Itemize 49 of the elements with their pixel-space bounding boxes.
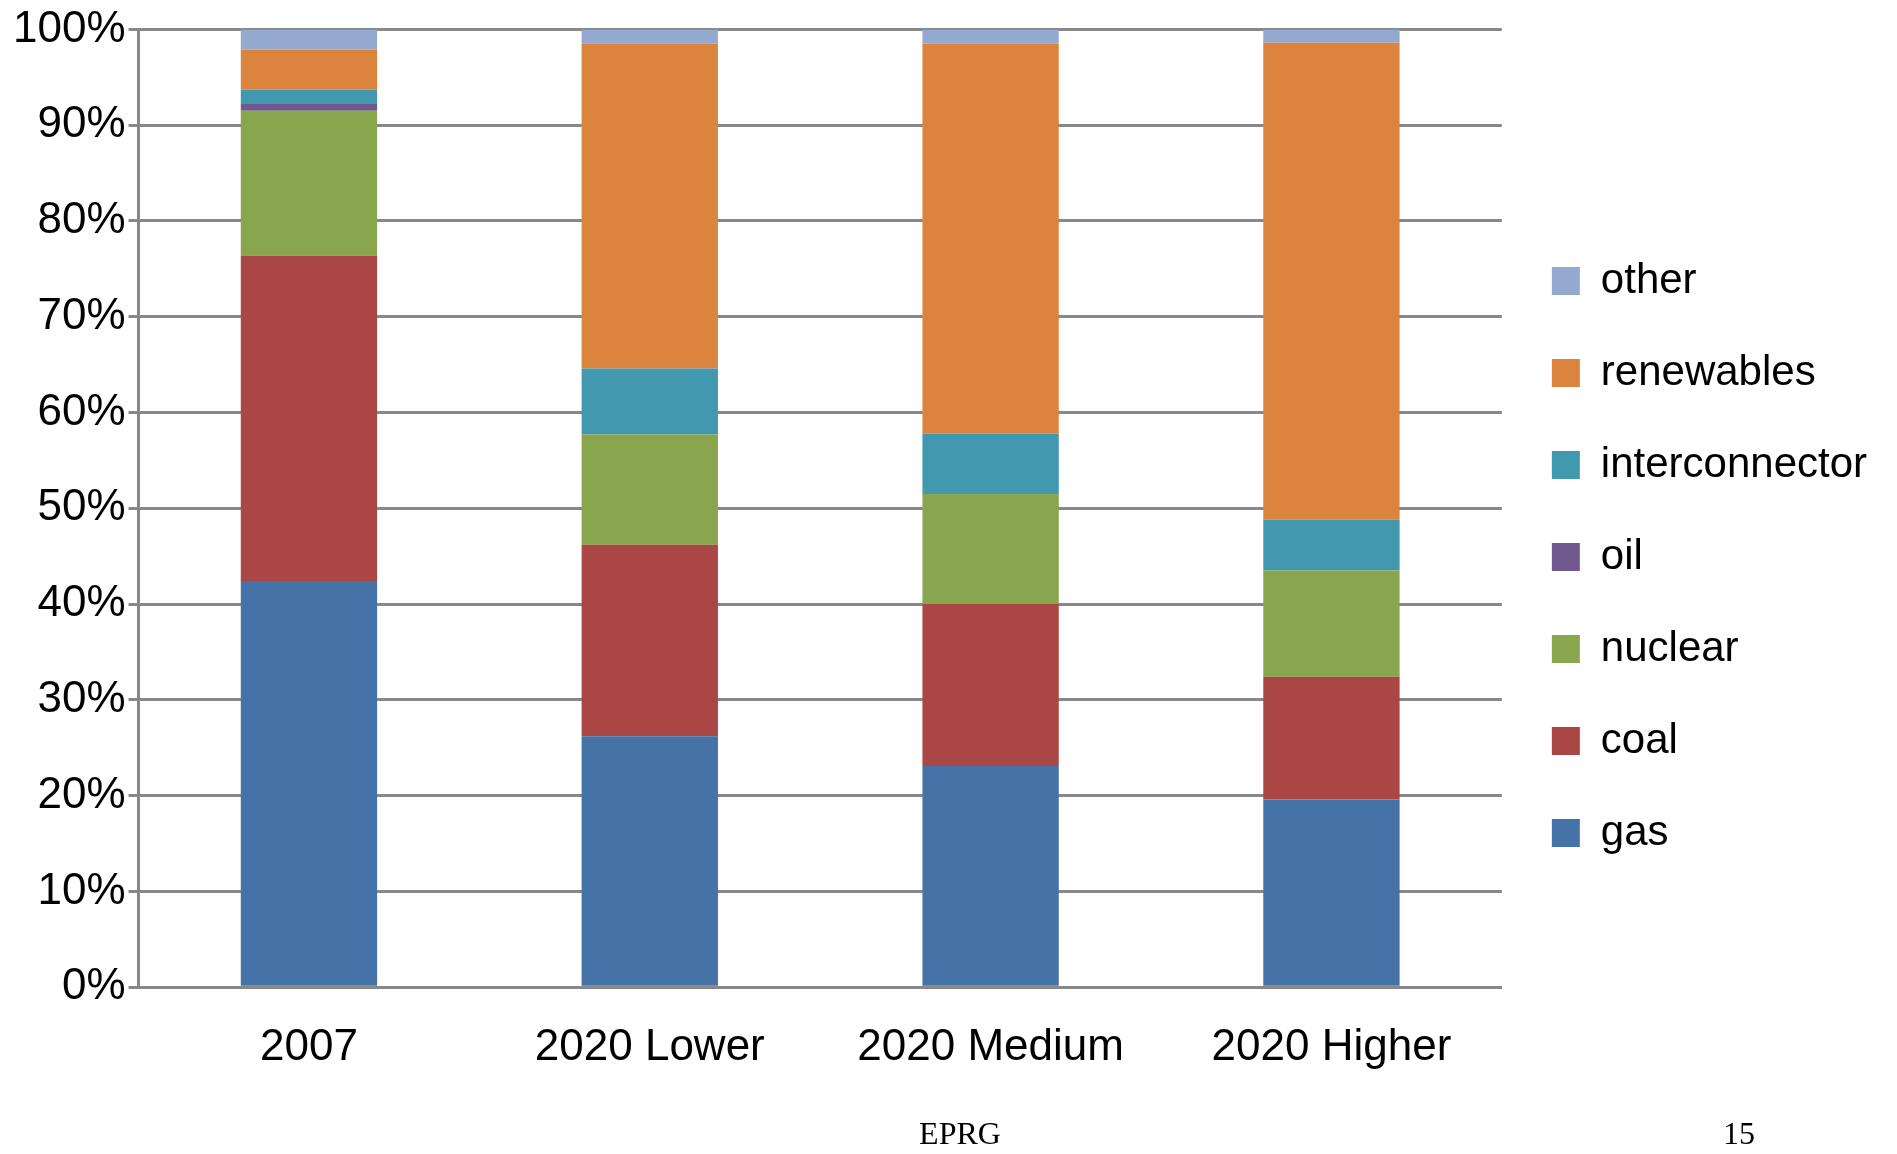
- bar: [1263, 570, 1400, 677]
- y-tick-label: 100%: [12, 1, 126, 51]
- bar: [1263, 29, 1400, 43]
- bar: [240, 581, 378, 986]
- bar: [240, 49, 378, 90]
- y-tick-label: 60%: [37, 384, 126, 434]
- y-tick-label: 50%: [37, 480, 126, 530]
- legend-label: other: [1600, 254, 1697, 302]
- bar: [922, 433, 1059, 494]
- bar: [240, 29, 378, 50]
- legend-label: nuclear: [1600, 622, 1739, 670]
- bar: [240, 89, 378, 105]
- bar: [240, 110, 378, 256]
- bar: [581, 544, 718, 737]
- bar: [1263, 519, 1400, 571]
- bar: [922, 43, 1059, 434]
- legend-label: oil: [1600, 530, 1643, 578]
- y-tick-label: 80%: [37, 193, 126, 243]
- bar: [1263, 799, 1400, 986]
- legend-label: renewables: [1600, 346, 1816, 394]
- bar: [581, 434, 718, 545]
- y-tick-label: 10%: [37, 863, 126, 913]
- y-tick-label: 40%: [37, 576, 126, 626]
- legend-label: gas: [1600, 806, 1669, 854]
- y-tick-label: 0%: [61, 959, 126, 1009]
- bar: [581, 29, 718, 44]
- y-tick-label: 20%: [37, 767, 126, 817]
- x-tick-label: 2007: [260, 1019, 358, 1069]
- x-tick-label: 2020 Medium: [857, 1019, 1124, 1069]
- bar: [581, 43, 718, 369]
- bar: [581, 368, 718, 435]
- bar: [1263, 676, 1400, 800]
- bar: [240, 104, 378, 111]
- bar: [1263, 42, 1400, 520]
- x-tick-label: 2020 Lower: [534, 1019, 765, 1069]
- bar: [240, 255, 378, 582]
- text: 15: [1723, 1115, 1755, 1152]
- bar: [922, 29, 1059, 44]
- text: EPRG: [919, 1115, 1001, 1152]
- y-tick-label: 90%: [37, 97, 126, 147]
- x-tick-label: 2020 Higher: [1211, 1019, 1452, 1069]
- bar: [922, 493, 1059, 605]
- legend-label: interconnector: [1600, 438, 1868, 486]
- bar: [922, 604, 1059, 766]
- legend-label: coal: [1600, 714, 1678, 762]
- y-tick-label: 30%: [37, 672, 126, 721]
- y-tick-label: 70%: [37, 288, 126, 338]
- bar: [581, 736, 718, 986]
- bar: [922, 765, 1059, 986]
